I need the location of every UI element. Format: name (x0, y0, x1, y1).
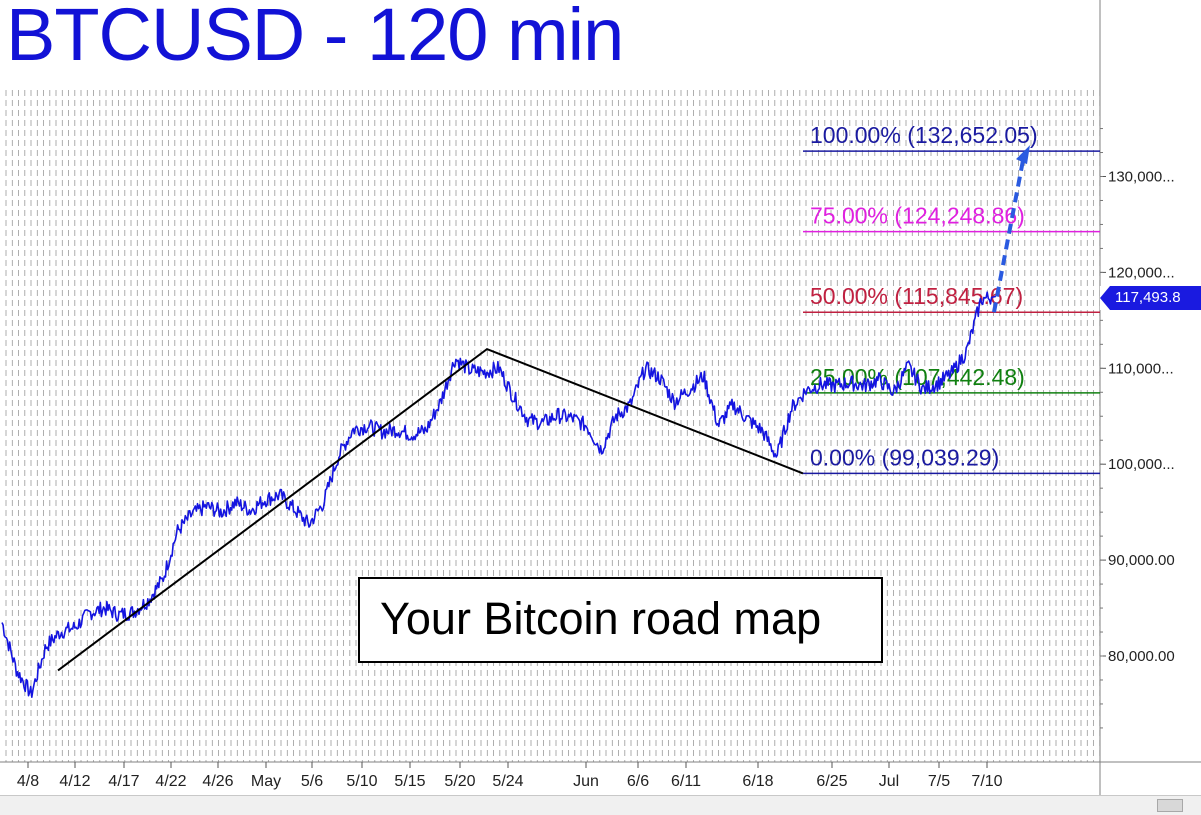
chart-canvas: 80,000.00 90,000.00 100,000... 110,000... 12… (0, 0, 1201, 795)
last-price-tag: 117,493.8 (1100, 286, 1201, 310)
trendline (57, 347, 804, 672)
scrollbar-thumb[interactable] (1157, 799, 1183, 812)
y-tick-label: 130,000... (1108, 169, 1175, 186)
roadmap-annotation-text: Your Bitcoin road map (380, 593, 822, 644)
fib-100-label: 100.00% (132,652.05) (810, 122, 1038, 148)
projection-arrow-line (992, 154, 1026, 313)
horizontal-scrollbar[interactable] (0, 795, 1201, 815)
x-tick-label: 6/6 (627, 773, 649, 790)
x-tick-label: 5/15 (394, 773, 425, 790)
fib-75-label: 75.00% (124,248.86) (810, 203, 1025, 229)
x-tick-label: 5/24 (492, 773, 523, 790)
fib-50-label: 50.00% (115,845.67) (810, 283, 1023, 309)
x-tick-label: May (251, 773, 281, 790)
x-tick-label: 4/8 (17, 773, 39, 790)
x-tick-label: 5/20 (444, 773, 475, 790)
y-tick-label: 80,000.00 (1108, 648, 1175, 665)
price-series-line (1, 291, 997, 698)
y-tick-label: 120,000... (1108, 264, 1175, 281)
y-tick-label: 110,000... (1108, 360, 1174, 377)
roadmap-annotation-box: Your Bitcoin road map (358, 577, 883, 663)
x-tick-label: 4/17 (108, 773, 139, 790)
x-tick-label: Jul (879, 773, 899, 790)
x-tick-label: 5/6 (301, 773, 323, 790)
x-tick-label: 4/26 (202, 773, 233, 790)
x-tick-label: 7/5 (928, 773, 950, 790)
x-tick-label: Jun (573, 773, 599, 790)
x-tick-label: 6/25 (816, 773, 847, 790)
x-tick-label: 5/10 (346, 773, 377, 790)
x-tick-label: 4/12 (59, 773, 90, 790)
chart-title: BTCUSD - 120 min (6, 0, 624, 76)
x-tick-label: 6/18 (742, 773, 773, 790)
x-tick-label: 4/22 (155, 773, 186, 790)
y-tick-label: 90,000.00 (1108, 552, 1175, 569)
fib-0-label: 0.00% (99,039.29) (810, 444, 999, 470)
x-tick-label: 7/10 (971, 773, 1002, 790)
x-tick-label: 6/11 (671, 773, 701, 790)
y-tick-label: 100,000... (1108, 456, 1175, 473)
projection-arrow-head (1016, 145, 1030, 165)
